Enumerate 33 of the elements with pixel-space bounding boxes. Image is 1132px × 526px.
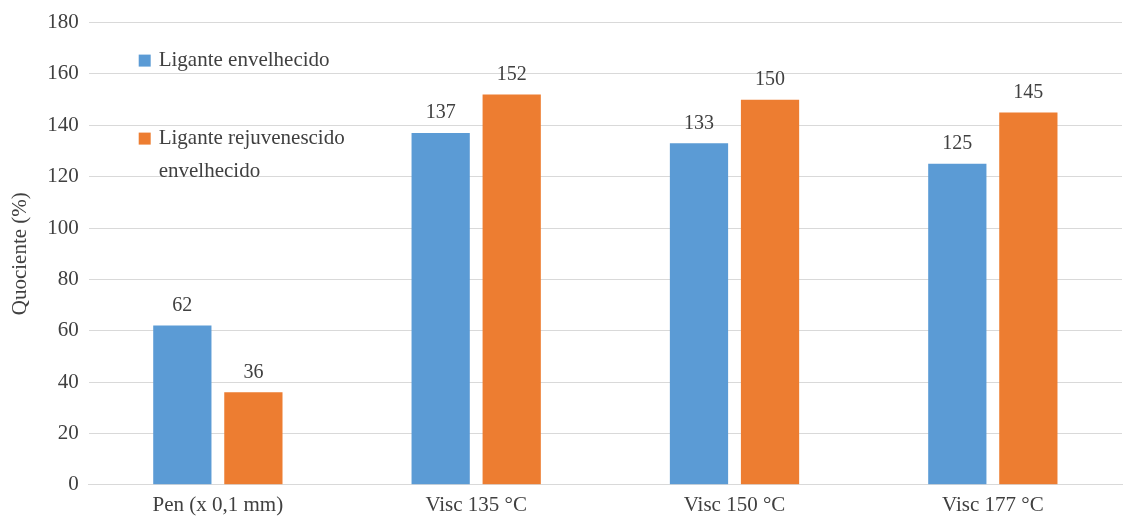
- y-tick-label: 20: [57, 419, 79, 444]
- y-tick-label: 80: [57, 265, 79, 290]
- data-label: 133: [683, 110, 714, 133]
- y-tick-label: 120: [47, 163, 79, 188]
- x-tick-label: Visc 150 °C: [683, 491, 786, 516]
- data-label: 125: [942, 131, 973, 154]
- data-label: 137: [425, 100, 456, 123]
- legend-label: Ligante rejuvenescido envelhecido: [158, 125, 345, 183]
- y-axis-title: Quociente (%): [7, 192, 32, 316]
- bar: [740, 99, 800, 485]
- y-tick-label: 100: [47, 214, 79, 239]
- y-tick-label: 160: [47, 60, 79, 85]
- y-tick-label: 40: [57, 368, 79, 393]
- data-label: 150: [755, 66, 786, 89]
- bar: [224, 392, 283, 485]
- y-tick-label: 60: [57, 317, 79, 342]
- bar: [928, 163, 987, 485]
- data-label: 152: [496, 61, 527, 84]
- data-label: 36: [243, 359, 264, 382]
- x-tick-label: Pen (x 0,1 mm): [152, 491, 284, 516]
- bar: [669, 143, 729, 485]
- data-label: 145: [1013, 79, 1044, 102]
- y-tick-label: 180: [47, 9, 79, 34]
- y-tick-label: 0: [68, 471, 79, 496]
- y-tick-label: 140: [47, 111, 79, 136]
- x-tick-label: Visc 177 °C: [942, 491, 1044, 516]
- bar: [411, 133, 470, 485]
- legend-label: Ligante envelhecido: [158, 47, 330, 72]
- x-tick-label: Visc 135 °C: [425, 491, 528, 516]
- data-label: 62: [172, 292, 193, 315]
- bar: [999, 112, 1058, 485]
- bar: [482, 94, 541, 485]
- bar: [153, 325, 212, 485]
